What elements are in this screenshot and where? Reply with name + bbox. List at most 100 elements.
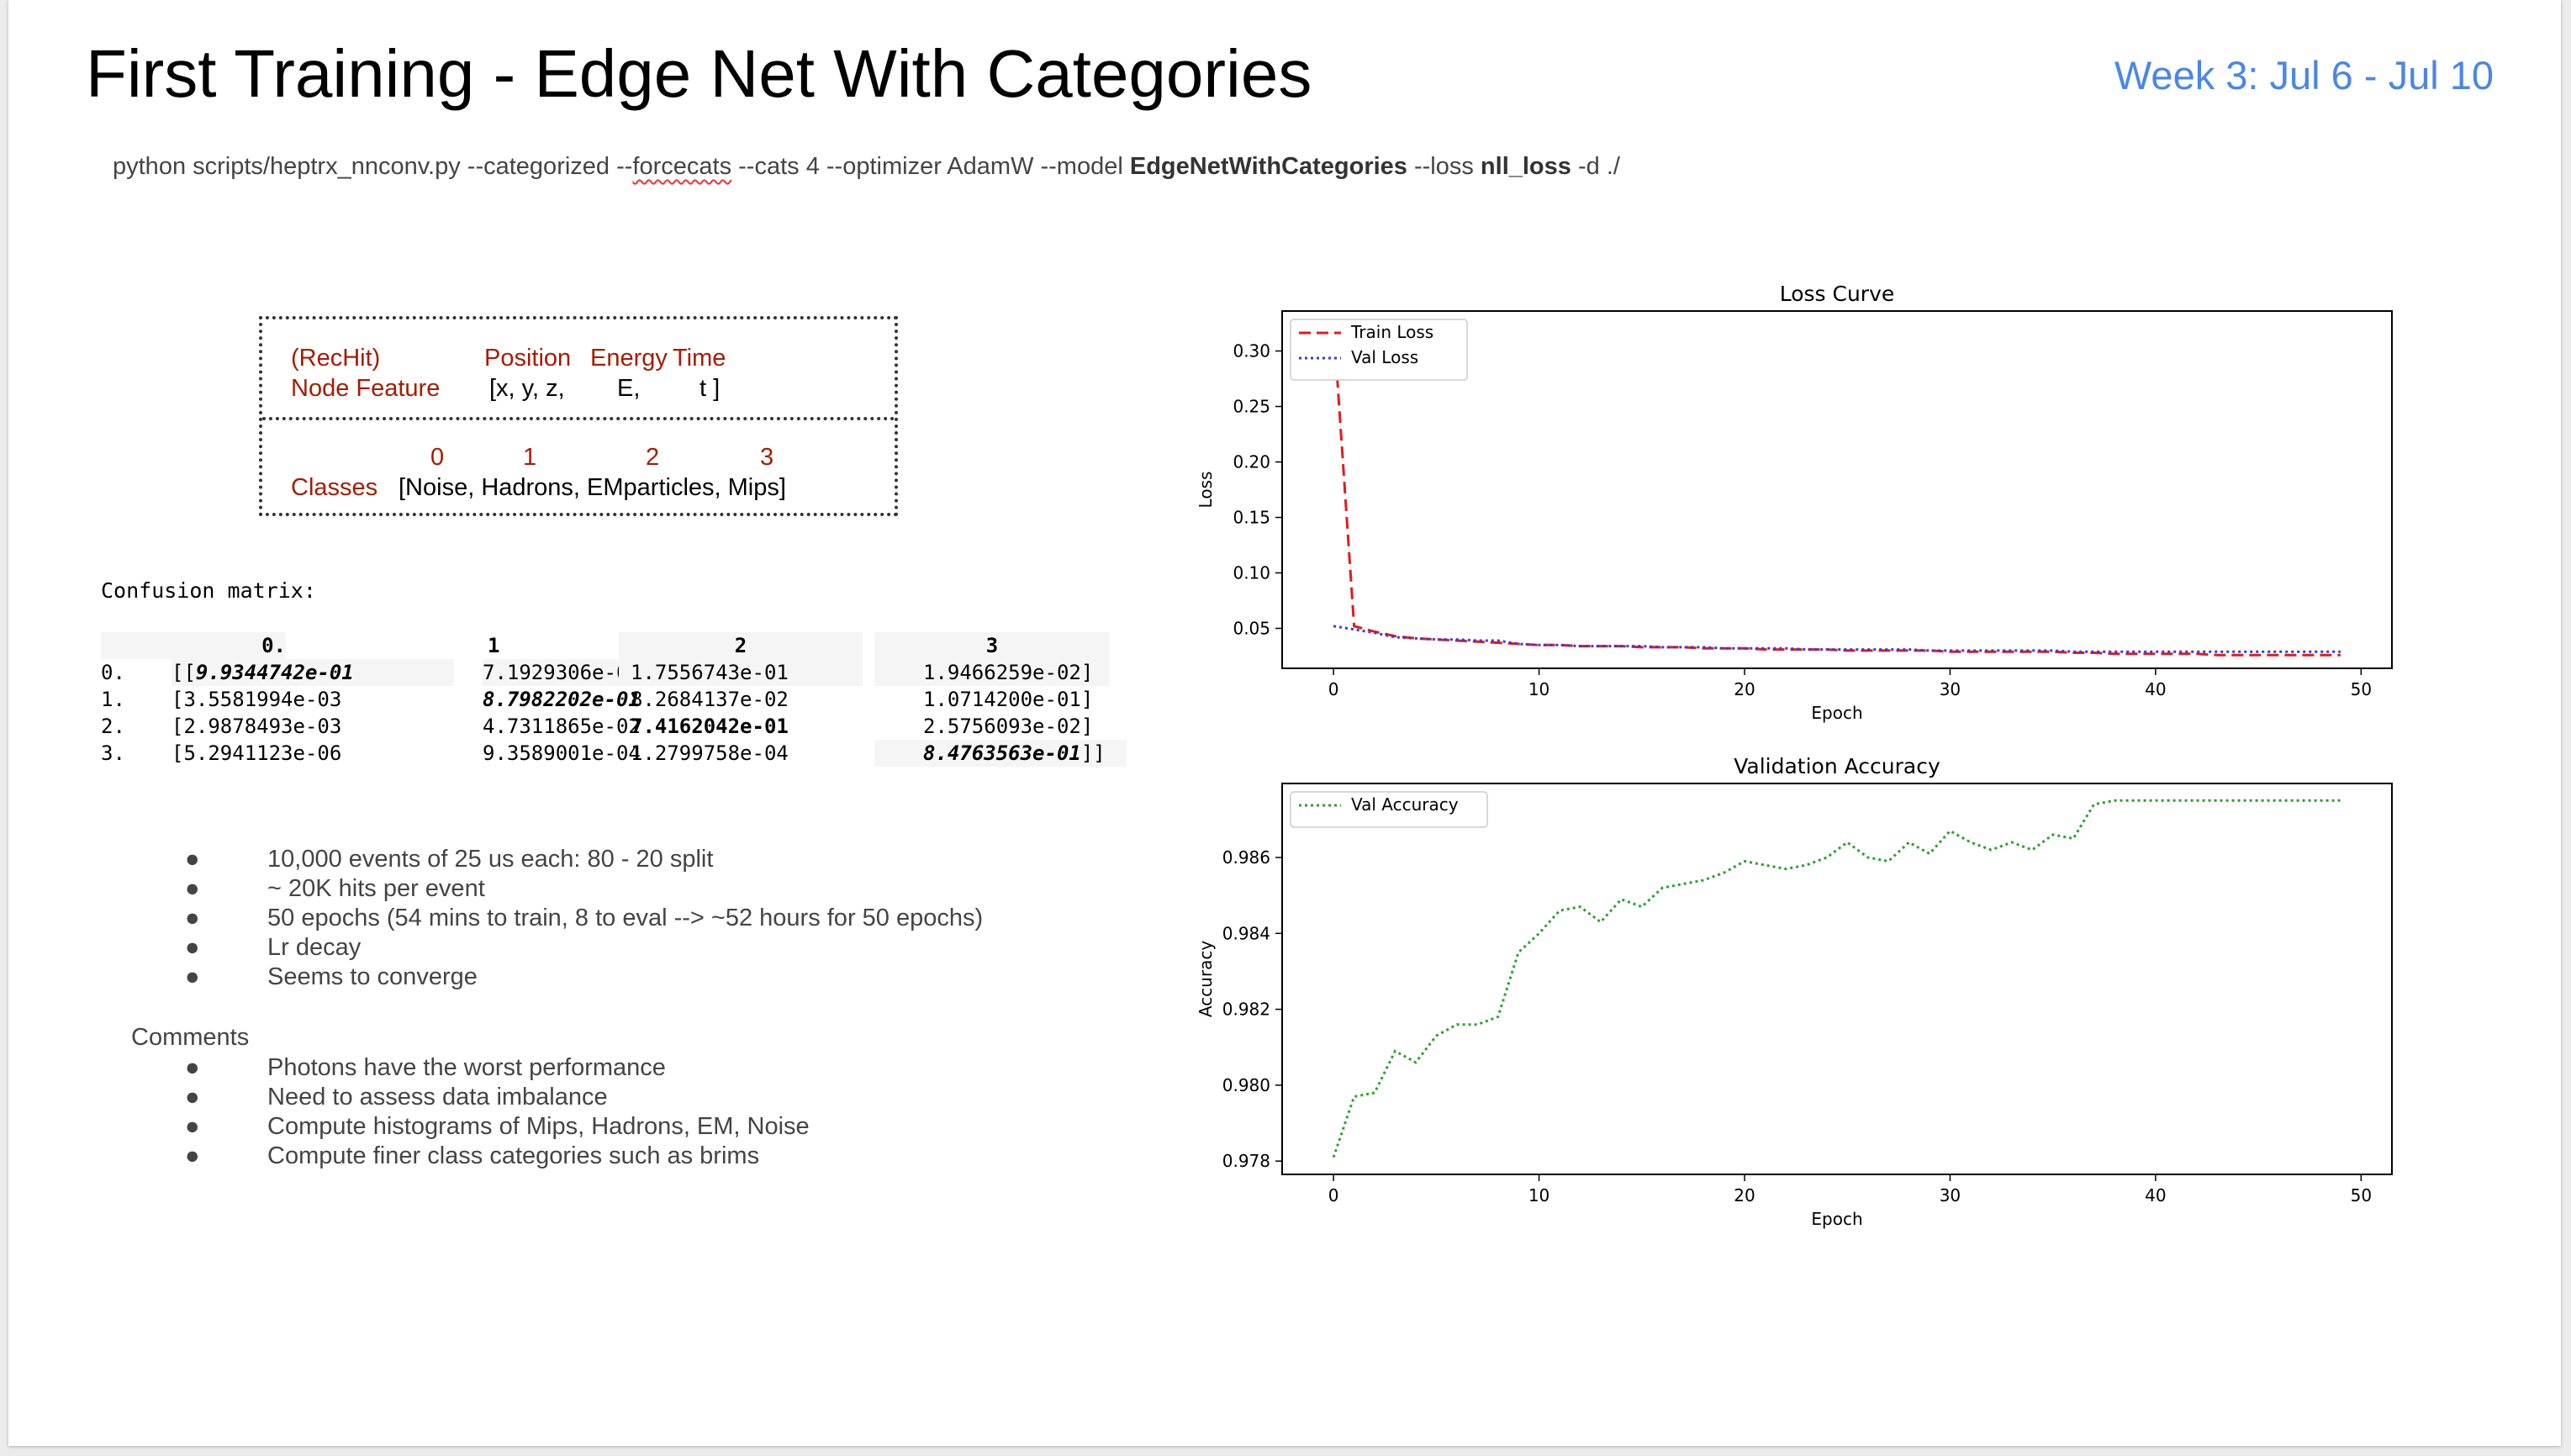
cm-row-index: 3.	[101, 741, 125, 765]
bullet-glyph: ●	[185, 963, 200, 990]
comments-heading: Comments	[131, 1024, 250, 1051]
y-tick-label: 0.984	[1222, 923, 1270, 943]
e-label: E,	[617, 375, 641, 402]
cm-cell-value: 1.9466259e-02	[923, 661, 1081, 684]
cm-close-bracket: ]	[1080, 715, 1094, 738]
bullet-glyph: ●	[185, 905, 200, 931]
loss-curve-chart: Loss Curve 0 10 20 30 40 50 0.05 0.10 0.15 0.20 0.2…	[1196, 282, 2393, 723]
bullet-glyph: ●	[185, 1084, 200, 1110]
cm-close-bracket: ]	[1080, 661, 1094, 684]
cm-header-2: 2	[619, 632, 863, 659]
chart-title: Loss Curve	[1780, 282, 1895, 306]
cm-cell: 1.0714200e-01]	[923, 686, 1093, 713]
bullet-glyph: ●	[185, 1054, 200, 1081]
y-tick-label: 0.982	[1222, 1000, 1270, 1020]
cm-cell: 7.1929306e-02	[483, 659, 641, 686]
command-line: python scripts/heptrx_nnconv.py --catego…	[113, 153, 1620, 181]
node-feature-label: Node Feature	[291, 375, 441, 402]
cm-cell-diagonal: 7.4162042e-01	[631, 715, 789, 738]
y-tick-label: 0.986	[1222, 847, 1270, 868]
cm-close-bracket: ]	[1080, 688, 1094, 711]
legend-box	[1290, 319, 1468, 381]
t-label: t ]	[700, 375, 721, 402]
classes-list: [Noise, Hadrons, EMparticles, Mips]	[399, 474, 786, 501]
slide-title: First Training - Edge Net With Categorie…	[86, 36, 1312, 111]
legend-divider	[262, 417, 895, 420]
bullet-glyph: ●	[185, 934, 200, 961]
class-index-3: 3	[760, 444, 774, 471]
series-line	[1333, 625, 2341, 653]
cm-cell-value: 5.2941123e-06	[183, 741, 342, 765]
cm-cell-value: 2.9878493e-03	[183, 715, 342, 738]
class-index-0: 0	[430, 444, 445, 471]
bullet-glyph: ●	[185, 1113, 200, 1140]
week-label: Week 3: Jul 6 - Jul 10	[2114, 53, 2494, 98]
x-tick-label: 40	[2145, 679, 2166, 699]
command-spellcheck-word: forcecats	[632, 153, 732, 180]
classes-label: Classes	[291, 474, 378, 501]
comment-text: Photons have the worst performance	[267, 1054, 666, 1081]
x-tick-label: 30	[1940, 679, 1961, 699]
cm-open-bracket: [	[172, 741, 184, 765]
command-mid1: --cats 4 --optimizer AdamW --model	[731, 153, 1130, 180]
cm-cell: 2.5756093e-02]	[923, 713, 1093, 740]
command-pre: python scripts/heptrx_nnconv.py --catego…	[113, 153, 633, 180]
x-axis-label: Epoch	[1811, 703, 1862, 723]
command-post: -d ./	[1571, 153, 1620, 180]
cm-cell: 1.7556743e-01	[619, 659, 863, 686]
cm-cell-value: 3.5581994e-03	[183, 688, 342, 711]
x-tick-label: 40	[2145, 1185, 2166, 1205]
legend-box	[1290, 791, 1488, 828]
xyz-label: [x, y, z,	[489, 375, 565, 402]
series-line	[1332, 323, 2341, 657]
cm-cell-value: 1.0714200e-01	[923, 688, 1081, 711]
y-tick-label: 0.05	[1233, 618, 1270, 638]
confusion-matrix-title: Confusion matrix:	[101, 578, 316, 603]
cm-cell: [2.9878493e-03	[172, 713, 341, 740]
cm-cell: 8.2684137e-02	[631, 688, 789, 711]
cm-cell-value: 2.5756093e-02	[923, 715, 1081, 738]
command-loss: nll_loss	[1480, 153, 1571, 180]
x-tick-label: 10	[1528, 679, 1549, 699]
x-tick-label: 50	[2351, 679, 2372, 699]
cm-header-1: 1	[488, 634, 500, 657]
cm-open-bracket: [	[172, 688, 184, 711]
y-tick-label: 0.15	[1233, 507, 1270, 527]
y-tick-label: 0.978	[1222, 1151, 1270, 1171]
cm-cell-value: 1.7556743e-01	[631, 661, 789, 684]
x-tick-label: 30	[1940, 1185, 1961, 1205]
x-tick-label: 0	[1328, 1185, 1339, 1205]
y-tick-label: 0.10	[1233, 562, 1270, 583]
y-tick-label: 0.20	[1233, 452, 1270, 472]
cm-header-0: 0.	[101, 632, 286, 659]
bullet-text: ~ 20K hits per event	[267, 875, 485, 902]
legend-label: Val Accuracy	[1351, 794, 1459, 815]
energy-label: Energy	[590, 345, 668, 372]
cm-close-bracket: ]]	[1080, 741, 1106, 765]
cm-cell-diagonal: 8.7982202e-01	[483, 686, 641, 713]
cm-cell: [5.2941123e-06	[172, 740, 341, 767]
position-label: Position	[484, 345, 572, 372]
cm-cell: [[9.9344742e-01	[172, 659, 454, 686]
bullet-glyph: ●	[185, 875, 200, 902]
cm-cell-value: 8.7982202e-01	[483, 688, 641, 711]
class-index-2: 2	[646, 444, 660, 471]
cm-open-bracket: [[	[172, 661, 196, 684]
bullet-text: 10,000 events of 25 us each: 80 - 20 spl…	[267, 846, 714, 873]
comment-text: Compute finer class categories such as b…	[267, 1142, 760, 1169]
y-axis-label: Loss	[1196, 472, 1216, 509]
plot-frame	[1281, 310, 2393, 669]
x-tick-label: 20	[1734, 679, 1755, 699]
class-index-1: 1	[523, 444, 537, 471]
comment-text: Compute histograms of Mips, Hadrons, EM,…	[267, 1113, 810, 1140]
comment-text: Need to assess data imbalance	[267, 1084, 608, 1110]
feature-legend-box: (RecHit) Node Feature Position Energy Ti…	[259, 316, 898, 516]
legend-label: Val Loss	[1351, 347, 1418, 367]
cm-cell: 1.2799758e-04	[631, 741, 789, 765]
bullet-glyph: ●	[185, 1142, 200, 1169]
cm-row-index: 0.	[101, 661, 125, 684]
cm-header-3: 3	[874, 632, 1110, 659]
command-model: EdgeNetWithCategories	[1129, 153, 1407, 180]
x-tick-label: 0	[1328, 679, 1339, 699]
bullet-text: Seems to converge	[267, 963, 478, 990]
